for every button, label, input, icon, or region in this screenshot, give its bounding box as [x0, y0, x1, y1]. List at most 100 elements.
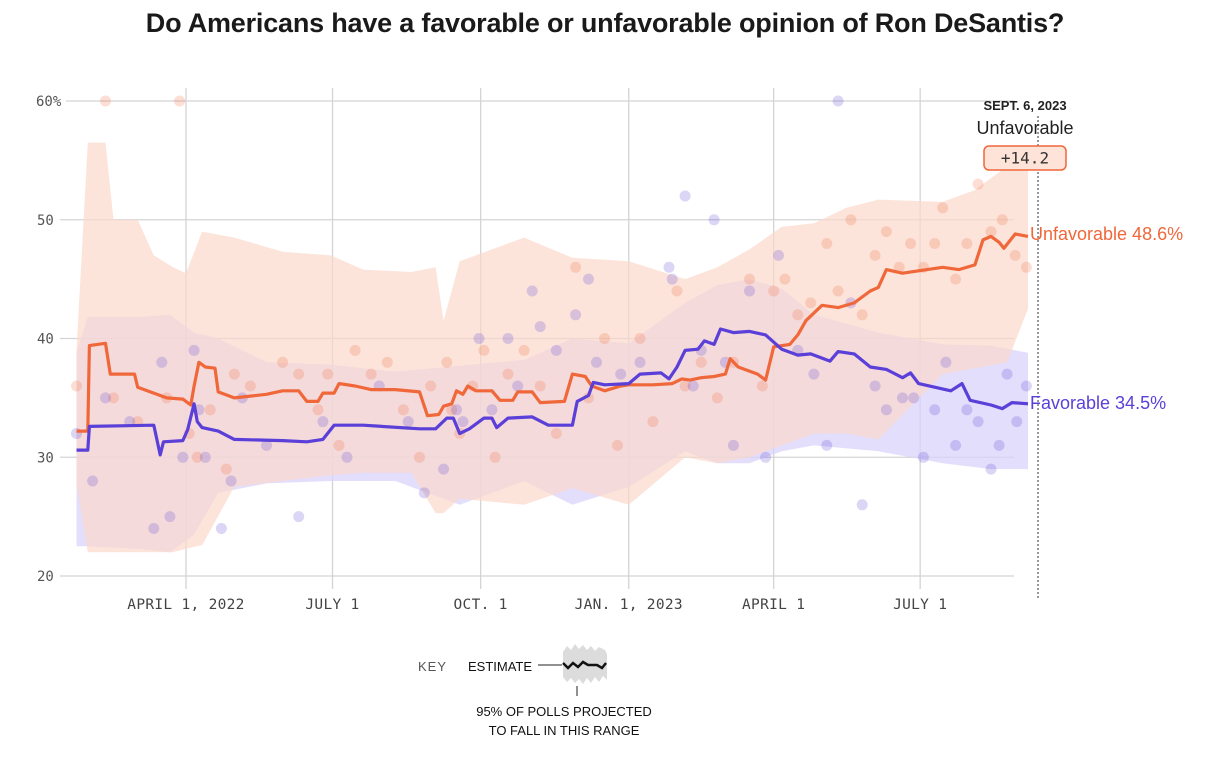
unfavorable-end-label: Unfavorable 48.6%: [1030, 224, 1183, 244]
unfavorable-poll-dot: [768, 285, 780, 297]
favorable-poll-dot: [1001, 368, 1013, 380]
y-tick-label: 40: [37, 332, 54, 348]
unfavorable-poll-dot: [961, 238, 973, 249]
favorable-poll-dot: [917, 451, 929, 463]
favorable-poll-dot: [570, 309, 582, 321]
unfavorable-poll-dot: [108, 392, 119, 404]
favorable-poll-dot: [341, 451, 353, 463]
favorable-poll-dot: [869, 380, 881, 392]
unfavorable-poll-dot: [100, 95, 111, 107]
unfavorable-poll-dot: [905, 238, 916, 249]
unfavorable-poll-dot: [365, 368, 377, 380]
key-line-swatch: [562, 660, 607, 670]
x-tick-label: OCT. 1: [454, 597, 508, 613]
axes: 60% 50 40 30 20 APRIL 1, 2022 JULY 1 OCT. 1 JAN.…: [36, 94, 947, 613]
favorable-poll-dot: [512, 380, 524, 392]
favorable-poll-dot: [457, 416, 469, 428]
unfavorable-poll-dot: [792, 309, 804, 321]
favorable-poll-dot: [225, 475, 237, 487]
chart-title: Do Americans have a favorable or unfavor…: [145, 8, 1065, 38]
favorable-poll-dot: [666, 273, 678, 285]
favorable-poll-dot: [929, 404, 941, 416]
favorable-poll-dot: [164, 511, 176, 523]
favorable-poll-dot: [972, 416, 984, 428]
key-estimate-label: ESTIMATE: [468, 659, 533, 674]
annotation-badge: [983, 145, 1067, 171]
favorable-estimate-line: [76, 327, 1029, 457]
unfavorable-poll-dot: [312, 404, 324, 416]
unfavorable-poll-dot: [570, 261, 582, 273]
unfavorable-poll-dot: [972, 178, 984, 190]
favorable-poll-dot: [744, 285, 755, 297]
favorable-poll-dot: [148, 523, 160, 534]
favorable-poll-dot: [1020, 380, 1032, 392]
x-tick-label: APRIL 1: [742, 597, 805, 613]
favorable-poll-dot: [177, 451, 189, 463]
favorable-poll-dot: [993, 439, 1005, 451]
unfavorable-poll-dot: [191, 451, 203, 463]
unfavorable-poll-dot: [996, 214, 1008, 226]
favorable-poll-dot: [87, 475, 99, 487]
unfavorable-poll-dot: [333, 439, 345, 451]
unfavorable-poll-dot: [869, 249, 881, 261]
unfavorable-poll-dot: [381, 356, 393, 368]
unfavorable-poll-dot: [397, 404, 409, 416]
unfavorable-poll-dot: [756, 380, 768, 392]
unfavorable-poll-dot: [845, 214, 857, 226]
unfavorable-poll-dot: [821, 238, 833, 249]
unfavorable-poll-dot: [634, 333, 646, 344]
chart: 60% 50 40 30 20 APRIL 1, 2022 JULY 1 OCT. 1 JAN.…: [36, 88, 1183, 613]
x-tick-label: JAN. 1, 2023: [575, 597, 683, 613]
favorable-poll-dot: [451, 404, 462, 416]
key-label: KEY: [418, 659, 448, 674]
favorable-poll-dot: [773, 249, 784, 261]
unfavorable-poll-dot: [744, 273, 755, 285]
unfavorable-poll-dot: [805, 297, 817, 309]
favorable-poll-dot: [880, 404, 892, 416]
unfavorable-poll-dot: [856, 309, 868, 321]
favorable-poll-dot: [679, 190, 691, 202]
unfavorable-poll-dot: [985, 226, 997, 238]
favorable-poll-dot: [402, 416, 414, 428]
unfavorable-poll-dot: [518, 344, 530, 356]
unfavorable-poll-dot: [647, 416, 659, 428]
unfavorable-poll-dot: [832, 285, 844, 297]
unfavorable-band: [76, 142, 1028, 553]
unfavorable-poll-dot: [414, 451, 425, 463]
unfavorable-poll-dot: [1020, 261, 1032, 273]
annotation-date: SEPT. 6, 2023: [983, 98, 1066, 113]
favorable-poll-dot: [908, 392, 920, 404]
favorable-poll-dot: [261, 439, 272, 451]
favorable-poll-dot: [591, 356, 602, 368]
favorable-poll-dot: [615, 368, 627, 380]
favorable-poll-dot: [502, 333, 514, 344]
unfavorable-poll-dot: [929, 238, 941, 249]
favorable-poll-dot: [473, 333, 485, 344]
unfavorable-poll-dot: [550, 428, 562, 439]
favorable-end-label: Favorable 34.5%: [1030, 393, 1166, 413]
favorable-poll-dot: [526, 285, 538, 297]
favorable-poll-dot: [188, 344, 200, 356]
estimate-lines: [76, 232, 1029, 457]
unfavorable-poll-dot: [880, 226, 892, 238]
favorable-poll-dot: [1011, 416, 1023, 428]
unfavorable-poll-dot: [478, 344, 490, 356]
unfavorable-poll-dot: [489, 451, 501, 463]
unfavorable-poll-dot: [322, 368, 334, 380]
unfavorable-poll-dot: [244, 380, 256, 392]
poll-dots: [71, 95, 1032, 534]
favorable-poll-dot: [156, 356, 168, 368]
key-range-line1: 95% OF POLLS PROJECTED: [476, 704, 652, 719]
y-tick-label: 30: [37, 450, 54, 466]
favorable-poll-dot: [486, 404, 498, 416]
favorable-poll-dot: [583, 273, 594, 285]
favorable-poll-dot: [897, 392, 908, 404]
favorable-poll-dot: [634, 356, 646, 368]
favorable-poll-dot: [418, 487, 430, 499]
unfavorable-poll-dot: [293, 368, 305, 380]
y-tick-label: 60%: [36, 94, 62, 110]
favorable-poll-dot: [708, 214, 720, 226]
unfavorable-poll-dot: [671, 285, 683, 297]
unfavorable-poll-dot: [446, 404, 458, 416]
unfavorable-poll-dot: [679, 380, 691, 392]
